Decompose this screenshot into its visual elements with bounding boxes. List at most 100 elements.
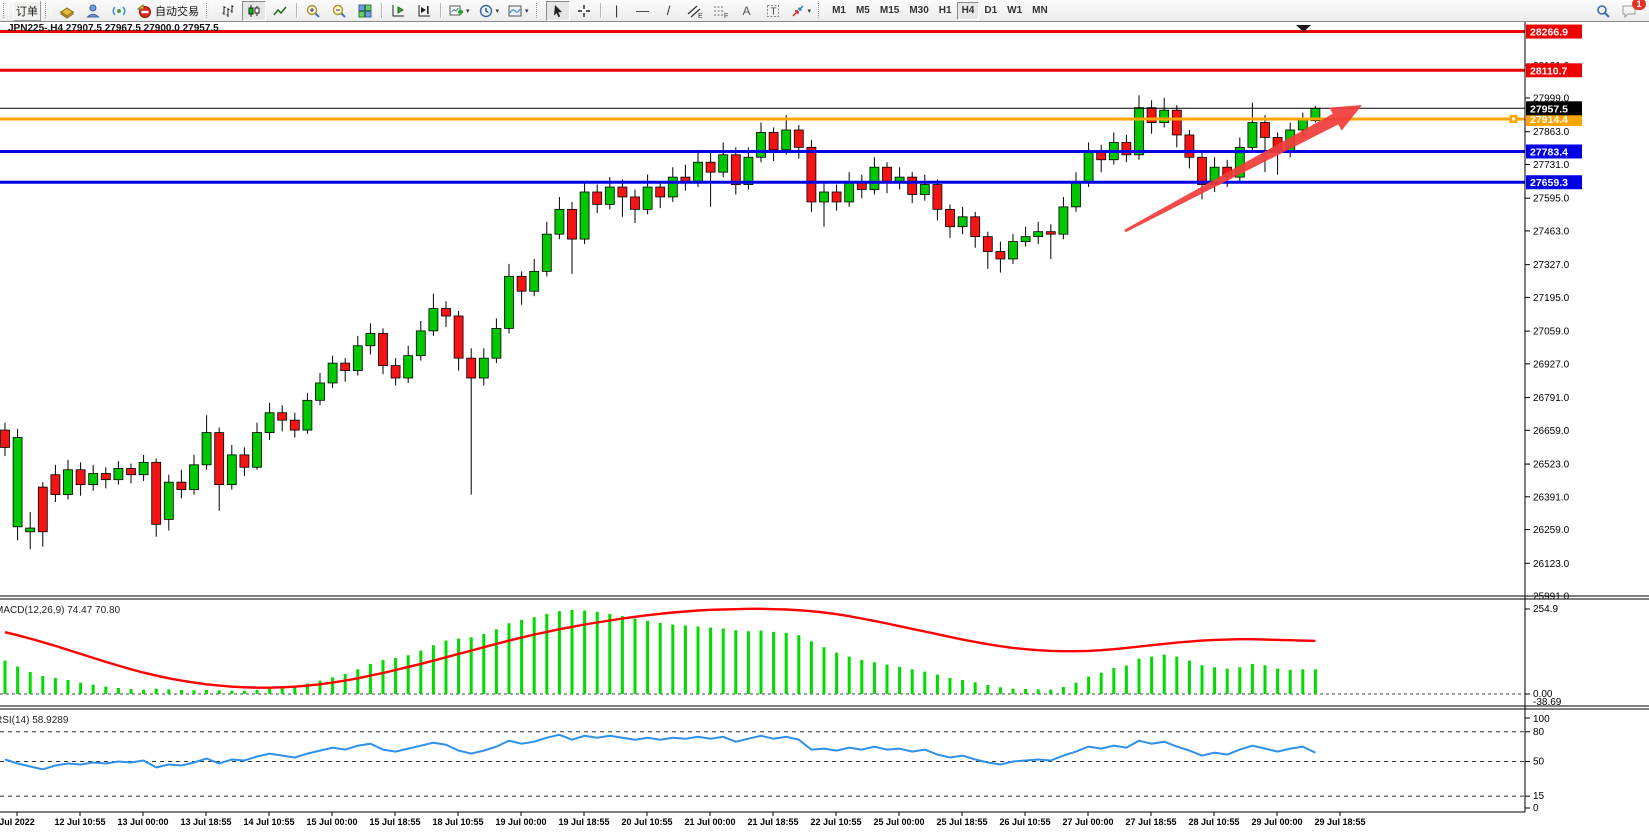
bear-candle xyxy=(453,315,464,359)
toolbar-grip xyxy=(535,3,542,18)
trend-arrow-object[interactable] xyxy=(1124,105,1362,233)
price-label: 27957.5 xyxy=(1530,103,1568,115)
time-tick-label[interactable]: 26 Jul 10:55 xyxy=(999,817,1050,827)
timeframe-m30[interactable]: M30 xyxy=(909,5,929,16)
templates-button[interactable]: ▾ xyxy=(504,1,532,21)
bull-candle xyxy=(25,527,36,533)
timeframe-h4[interactable]: H4 xyxy=(956,1,980,20)
time-tick-label[interactable]: 20 Jul 10:55 xyxy=(621,817,672,827)
timeframe-mn[interactable]: MN xyxy=(1032,5,1048,16)
line-chart-button[interactable] xyxy=(268,1,292,21)
bull-candle xyxy=(529,270,540,292)
price-tick-label: 27731.0 xyxy=(1533,160,1570,171)
search-button[interactable] xyxy=(1591,1,1615,21)
price-label: 27659.3 xyxy=(1530,177,1568,189)
time-tick-label[interactable]: 14 Jul 10:55 xyxy=(243,817,294,827)
bear-candle xyxy=(100,473,111,481)
bull-candle xyxy=(113,468,124,481)
zoom-out-button[interactable] xyxy=(327,1,351,21)
timeframe-h1[interactable]: H1 xyxy=(938,5,952,16)
time-tick-label[interactable]: 27 Jul 00:00 xyxy=(1062,817,1113,827)
chart-shift-icon xyxy=(416,3,432,19)
bear-candle xyxy=(239,454,250,468)
time-tick-label[interactable]: 29 Jul 00:00 xyxy=(1251,817,1302,827)
time-tick-label[interactable]: 21 Jul 18:55 xyxy=(747,817,798,827)
cursor-icon xyxy=(550,3,566,19)
time-tick-label[interactable]: 22 Jul 10:55 xyxy=(810,817,861,827)
toolbar-grip xyxy=(3,3,9,18)
clock-icon xyxy=(478,3,494,19)
chart-shift-button[interactable] xyxy=(412,1,436,21)
search-icon xyxy=(1595,3,1611,19)
bull-candle xyxy=(163,481,174,520)
shift-marker-icon[interactable] xyxy=(1296,25,1311,32)
fibonacci-tool-button[interactable]: F xyxy=(709,1,733,21)
time-tick-label[interactable]: 29 Jul 18:55 xyxy=(1314,817,1365,827)
time-tick-label[interactable]: 12 Jul 10:55 xyxy=(54,817,105,827)
bear-candle xyxy=(1171,109,1182,136)
new-order-button[interactable]: 订单 xyxy=(13,0,41,21)
rsi-scale-label: 100 xyxy=(1533,714,1550,725)
timeframe-m5[interactable]: M5 xyxy=(855,5,870,16)
period-button[interactable]: ▾ xyxy=(475,1,503,21)
person-icon xyxy=(85,3,101,19)
time-tick-label[interactable]: 13 Jul 18:55 xyxy=(180,817,231,827)
price-label-bg xyxy=(1526,175,1582,190)
trendline-tool-button[interactable]: / xyxy=(657,1,681,21)
text-tool-button[interactable]: A xyxy=(735,1,759,21)
bear-candle xyxy=(995,251,1006,260)
bull-candle xyxy=(604,186,615,205)
toolbar-grip xyxy=(206,3,212,18)
time-tick-label[interactable]: 25 Jul 18:55 xyxy=(936,817,987,827)
chat-badge: 1 xyxy=(1632,0,1646,10)
candlestick-chart-button[interactable] xyxy=(242,0,266,21)
cursor-tool-button[interactable] xyxy=(545,0,570,21)
dropdown-caret-icon: ▾ xyxy=(495,7,500,15)
auto-scroll-icon xyxy=(390,3,406,19)
time-tick-label[interactable]: 15 Jul 00:00 xyxy=(306,817,357,827)
dropdown-caret-icon: ▾ xyxy=(807,7,812,15)
timeframe-d1[interactable]: D1 xyxy=(984,5,998,16)
market-watch-button[interactable] xyxy=(55,1,79,21)
vertical-line-tool-button[interactable]: | xyxy=(605,1,629,21)
chat-button[interactable]: 1 xyxy=(1617,0,1646,21)
bear-candle xyxy=(1146,107,1157,123)
svg-text:F: F xyxy=(724,13,728,19)
bull-candle xyxy=(869,166,880,190)
time-tick-label[interactable]: 13 Jul 00:00 xyxy=(117,817,168,827)
time-tick-label[interactable]: 19 Jul 00:00 xyxy=(495,817,546,827)
bull-candle xyxy=(138,461,149,476)
bear-candle xyxy=(378,332,388,367)
timeframe-w1[interactable]: W1 xyxy=(1007,5,1023,16)
metaeditor-button[interactable] xyxy=(81,1,105,21)
channel-tool-button[interactable]: E xyxy=(683,1,707,21)
zoom-in-button[interactable] xyxy=(301,1,325,21)
price-label-bg xyxy=(1526,63,1582,78)
time-tick-label[interactable]: 25 Jul 00:00 xyxy=(873,817,924,827)
arrows-tool-button[interactable]: ▾ xyxy=(787,1,815,21)
timeframe-m15[interactable]: M15 xyxy=(879,5,900,16)
tile-windows-button[interactable] xyxy=(353,1,377,21)
price-label-bg xyxy=(1526,144,1582,159)
time-tick-label[interactable]: 28 Jul 10:55 xyxy=(1188,817,1239,827)
zoom-in-icon xyxy=(305,3,321,19)
bear-candle xyxy=(567,208,577,240)
time-tick-label[interactable]: 19 Jul 18:55 xyxy=(558,817,609,827)
time-tick-label[interactable]: 18 Jul 10:55 xyxy=(432,817,483,827)
crosshair-tool-button[interactable] xyxy=(572,1,596,21)
time-tick-label[interactable]: 27 Jul 18:55 xyxy=(1125,817,1176,827)
time-tick-label[interactable]: 21 Jul 00:00 xyxy=(684,817,735,827)
bar-chart-button[interactable] xyxy=(216,1,240,21)
price-tick-label: 27059.0 xyxy=(1533,327,1570,338)
horizontal-line-tool-button[interactable]: — xyxy=(631,1,655,21)
auto-scroll-button[interactable] xyxy=(386,1,410,21)
time-tick-label[interactable]: 15 Jul 18:55 xyxy=(369,817,420,827)
timeframe-m1[interactable]: M1 xyxy=(832,5,846,16)
new-chart-button[interactable]: ▾ xyxy=(445,1,473,21)
text-label-tool-button[interactable]: T xyxy=(761,1,785,21)
autotrading-button[interactable]: 自动交易 xyxy=(133,1,202,21)
signals-button[interactable] xyxy=(107,1,131,21)
bull-candle xyxy=(1071,181,1081,208)
time-tick-label[interactable]: Jul 2022 xyxy=(0,817,35,827)
bull-candle xyxy=(403,355,414,379)
